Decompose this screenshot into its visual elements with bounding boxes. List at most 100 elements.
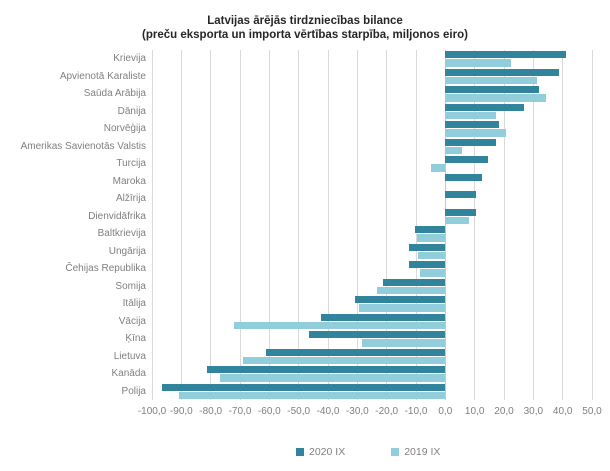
x-tick-label: -10,0 bbox=[404, 406, 428, 417]
x-tick-label: -20,0 bbox=[375, 406, 399, 417]
bar-2019-ix bbox=[445, 76, 538, 85]
gridline bbox=[474, 50, 476, 400]
gridline bbox=[268, 50, 270, 400]
x-tick-label: -60,0 bbox=[257, 406, 281, 417]
bar-2020-ix bbox=[445, 51, 567, 59]
x-tick-label: 50,0 bbox=[582, 406, 602, 417]
chart-title: Latvijas ārējās tirdzniecības bilance bbox=[207, 15, 403, 27]
bar-2020-ix bbox=[161, 383, 446, 391]
x-tick-label: 20,0 bbox=[494, 406, 514, 417]
category-label: Ungārija bbox=[108, 245, 146, 257]
category-label: Polija bbox=[121, 385, 146, 397]
bar-2019-ix bbox=[178, 391, 446, 400]
bar-2019-ix bbox=[376, 286, 446, 295]
gridline bbox=[444, 50, 446, 400]
gridline bbox=[210, 50, 212, 400]
category-label: Somija bbox=[115, 280, 146, 292]
category-label: Norvēģija bbox=[103, 123, 146, 134]
category-label: Alžīrija bbox=[115, 193, 146, 204]
title-block: Latvijas ārējās tirdzniecības bilance (p… bbox=[0, 14, 610, 42]
bar-2020-ix bbox=[445, 86, 539, 94]
bar-2020-ix bbox=[354, 296, 446, 304]
bar-2020-ix bbox=[409, 261, 446, 269]
gridline bbox=[503, 50, 505, 400]
bar-2020-ix bbox=[206, 366, 446, 374]
x-tick-label: 40,0 bbox=[552, 406, 573, 417]
bar-2019-ix bbox=[445, 111, 496, 120]
bar-2020-ix bbox=[445, 156, 489, 164]
bar-2020-ix bbox=[266, 348, 446, 356]
bar-2019-ix bbox=[417, 251, 446, 260]
category-label: Ķīna bbox=[125, 333, 146, 344]
gridline bbox=[180, 50, 182, 400]
x-tick-label: -80,0 bbox=[199, 406, 223, 417]
gridline bbox=[239, 50, 241, 400]
bar-2020-ix bbox=[445, 173, 483, 181]
category-label: Amerikas Savienotās Valstis bbox=[20, 140, 146, 152]
x-tick-label: -40,0 bbox=[316, 406, 340, 417]
category-label: Kanāda bbox=[111, 368, 146, 379]
bar-2019-ix bbox=[358, 304, 446, 312]
bar-2019-ix bbox=[445, 59, 512, 67]
legend-item-2020-ix: 2020 IX bbox=[296, 446, 345, 458]
bar-2019-ix bbox=[234, 321, 446, 330]
category-label: Vācija bbox=[118, 315, 146, 327]
category-label: Dānija bbox=[117, 105, 146, 117]
gridline bbox=[386, 50, 388, 400]
bar-2019-ix bbox=[445, 129, 506, 137]
bar-2019-ix bbox=[445, 146, 463, 155]
bar-2019-ix bbox=[242, 356, 446, 365]
chart-subtitle: (preču eksporta un importa vērtības star… bbox=[142, 29, 468, 41]
gridline bbox=[562, 50, 564, 400]
bar-2020-ix bbox=[382, 278, 446, 286]
legend-swatch-2019-ix bbox=[391, 448, 400, 456]
bar-2019-ix bbox=[417, 234, 446, 242]
x-tick-label: 30,0 bbox=[523, 406, 544, 417]
category-label: Baltkrievija bbox=[97, 228, 146, 239]
category-label: Turcija bbox=[116, 158, 146, 169]
x-tick-label: -70,0 bbox=[228, 406, 252, 417]
x-tick-label: 10,0 bbox=[464, 406, 485, 417]
gridline bbox=[415, 50, 417, 400]
bar-2020-ix bbox=[445, 103, 525, 111]
legend-swatch-2020-ix bbox=[296, 448, 304, 456]
bar-2020-ix bbox=[321, 313, 446, 321]
legend-label-2020-ix: 2020 IX bbox=[309, 446, 346, 458]
bar-2019-ix bbox=[431, 164, 446, 172]
bar-2020-ix bbox=[409, 243, 446, 251]
bar-2020-ix bbox=[445, 138, 497, 146]
x-tick-label: -90,0 bbox=[169, 406, 193, 417]
bar-2019-ix bbox=[361, 339, 446, 347]
category-axis-labels: Krievija Apvienotā Karaliste Saūda Arābija… bbox=[0, 50, 146, 400]
gridline bbox=[298, 50, 300, 400]
bar-2020-ix bbox=[445, 191, 477, 199]
category-label: Krievija bbox=[113, 53, 146, 64]
bar-2019-ix bbox=[445, 94, 547, 102]
category-label: Maroka bbox=[112, 175, 146, 187]
gridline bbox=[151, 50, 153, 400]
bar-2020-ix bbox=[309, 331, 446, 339]
x-tick-label: -50,0 bbox=[287, 406, 311, 417]
gridline bbox=[532, 50, 534, 400]
x-tick-label: -30,0 bbox=[345, 406, 369, 417]
bar-2019-ix bbox=[220, 374, 446, 382]
category-label: Saūda Arābija bbox=[83, 88, 146, 99]
bar-2019-ix bbox=[420, 269, 446, 277]
gridline bbox=[591, 50, 593, 400]
gridline bbox=[327, 50, 329, 400]
bar-2020-ix bbox=[414, 226, 446, 234]
category-label: Lietuva bbox=[113, 350, 146, 362]
x-tick-label: 0,0 bbox=[438, 406, 453, 417]
x-tick-label: -100,0 bbox=[137, 406, 167, 417]
bar-2019-ix bbox=[445, 216, 470, 225]
bar-2020-ix bbox=[445, 208, 477, 216]
bar-2020-ix bbox=[445, 68, 560, 76]
plot-area bbox=[151, 50, 593, 400]
category-label: Dienvidāfrika bbox=[88, 210, 146, 222]
legend: 2020 IX 2019 IX bbox=[296, 446, 440, 458]
value-axis-labels: -100,0 -90,0 -80,0 -70,0 -60,0 -50,0 -40,0 -30,… bbox=[138, 406, 602, 420]
gridline bbox=[356, 50, 358, 400]
bar-2020-ix bbox=[445, 121, 499, 129]
legend-label-2019-ix: 2019 IX bbox=[404, 446, 441, 458]
